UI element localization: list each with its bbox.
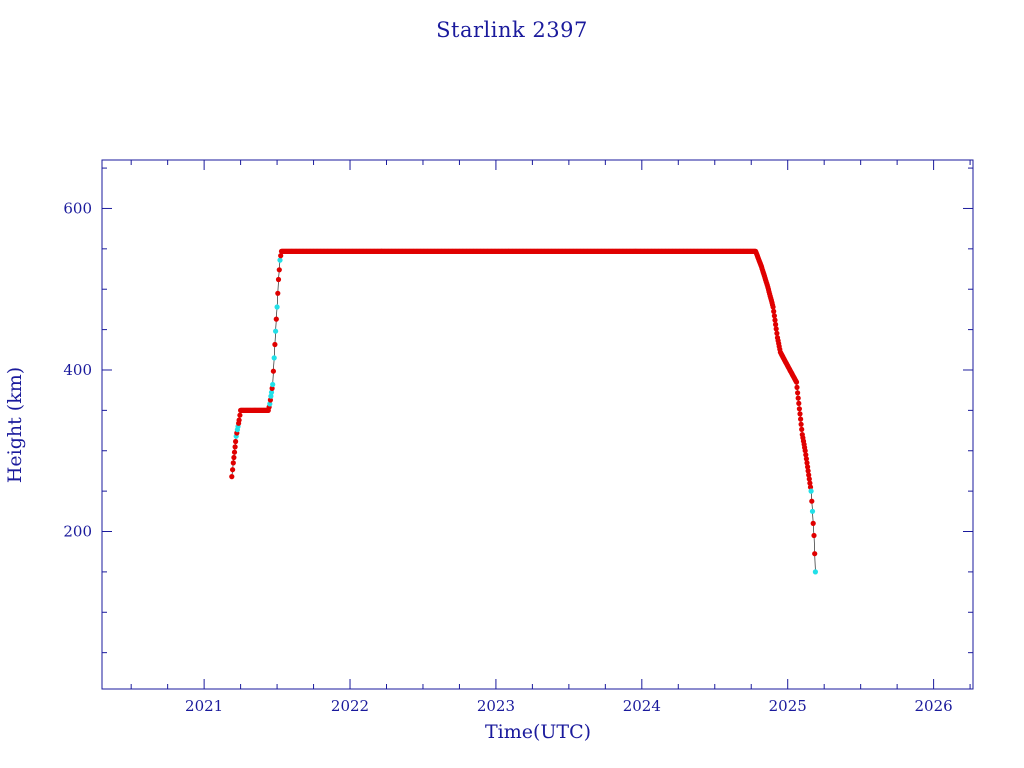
data-point [267, 401, 273, 407]
data-point [273, 316, 279, 322]
x-axis-label: Time(UTC) [485, 721, 591, 743]
data-point [774, 330, 780, 336]
axis-ticks [102, 160, 973, 689]
data-point [793, 379, 800, 385]
data-point [277, 257, 283, 263]
x-tick-label: 2022 [331, 697, 369, 715]
data-point [804, 460, 810, 466]
data-point [229, 474, 235, 480]
data-point [269, 385, 275, 391]
data-point [274, 304, 280, 310]
data-point [271, 355, 277, 361]
x-tick-label: 2023 [477, 697, 515, 715]
data-point [276, 267, 282, 273]
data-point [806, 476, 812, 482]
data-point [275, 290, 281, 296]
x-tick-label: 2026 [915, 697, 953, 715]
data-point [795, 390, 801, 396]
series-line-group [231, 251, 816, 572]
data-point [805, 468, 811, 474]
data-point [796, 406, 803, 412]
x-tick-label: 2021 [185, 697, 223, 715]
y-tick-label: 200 [63, 523, 92, 541]
data-point [795, 395, 801, 401]
data-point [807, 484, 814, 490]
data-point [771, 313, 778, 319]
y-axis-label: Height (km) [4, 367, 26, 483]
data-point [797, 411, 803, 417]
data-point [270, 381, 276, 388]
x-tick-labels: 2021 2022 2023 2024 2025 2026 [185, 697, 953, 715]
chart-title: Starlink 2397 [436, 18, 588, 42]
data-point [236, 417, 242, 423]
data-point [230, 460, 236, 466]
y-tick-labels: 200 400 600 [63, 199, 92, 540]
data-point [230, 467, 236, 473]
data-point [773, 326, 779, 332]
data-points [229, 248, 819, 575]
data-point [233, 438, 239, 445]
data-point [802, 448, 808, 454]
data-point [809, 508, 816, 514]
data-point [237, 412, 243, 418]
data-point [268, 389, 275, 395]
plot-frame [101, 159, 974, 690]
data-point [812, 569, 819, 575]
data-point [773, 321, 779, 328]
data-point [807, 480, 813, 486]
data-point [803, 452, 809, 458]
y-tick-label: 600 [63, 199, 92, 217]
data-point [810, 520, 816, 527]
data-point [812, 551, 818, 557]
data-point [811, 532, 817, 539]
data-point [231, 449, 238, 455]
data-point [275, 276, 282, 283]
data-point [232, 444, 238, 450]
data-point [808, 488, 814, 494]
data-point [809, 498, 815, 504]
data-point [796, 400, 802, 406]
data-point [231, 454, 237, 461]
data-point [806, 472, 812, 478]
data-point [772, 317, 778, 323]
data-point [273, 328, 279, 334]
data-point [798, 421, 804, 427]
data-point [278, 253, 284, 259]
data-point [770, 304, 776, 310]
y-tick-label: 400 [63, 361, 92, 379]
data-point [803, 456, 810, 462]
x-tick-label: 2024 [623, 697, 661, 715]
data-point [771, 308, 777, 314]
data-point [268, 393, 274, 399]
x-tick-label: 2025 [769, 697, 807, 715]
data-point [272, 341, 278, 348]
data-point [267, 397, 273, 403]
data-point [799, 426, 805, 432]
data-point [798, 416, 804, 422]
data-point [270, 368, 276, 374]
series-line [231, 251, 816, 572]
data-point [805, 464, 811, 470]
data-point [794, 384, 800, 390]
